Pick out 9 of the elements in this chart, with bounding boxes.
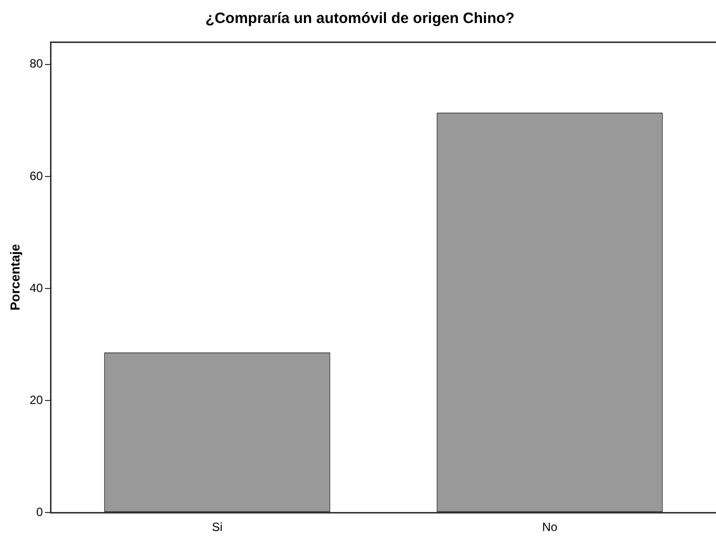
y-tick-label: 40	[30, 280, 44, 295]
x-tick-label: No	[542, 520, 558, 534]
y-tick-label: 20	[30, 392, 44, 407]
x-tick-label: Si	[212, 520, 223, 534]
y-axis-title: Porcentaje	[7, 244, 22, 311]
y-tick-label: 60	[30, 168, 44, 183]
y-tick-label: 0	[36, 504, 44, 519]
y-tick-label: 80	[30, 56, 44, 71]
chart-title: ¿Compraría un automóvil de origen Chino?	[205, 10, 515, 28]
